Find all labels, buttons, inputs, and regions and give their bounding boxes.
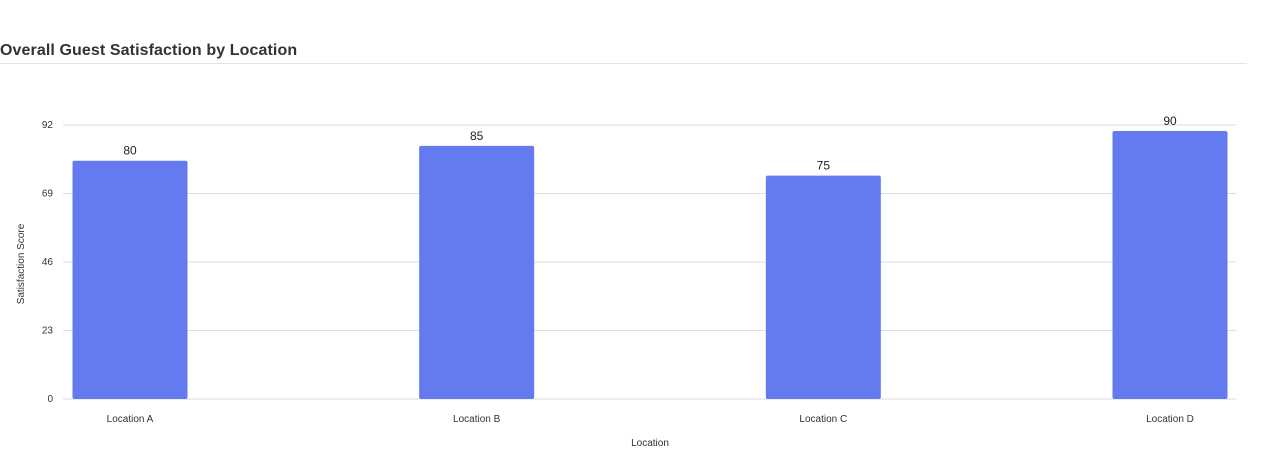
bar[interactable] bbox=[765, 175, 881, 399]
y-tick-label: 23 bbox=[42, 326, 54, 337]
bar[interactable] bbox=[72, 160, 188, 399]
bar-value-label: 75 bbox=[817, 159, 831, 173]
title-divider bbox=[0, 63, 1247, 64]
bars bbox=[72, 130, 1228, 399]
bar-value-label: 80 bbox=[123, 144, 137, 158]
bar[interactable] bbox=[419, 145, 535, 399]
x-tick-label: Location C bbox=[799, 414, 847, 425]
y-tick-label: 46 bbox=[42, 257, 54, 268]
y-tick-label: 0 bbox=[47, 394, 53, 405]
bar-value-label: 90 bbox=[1163, 114, 1177, 128]
gridlines bbox=[63, 124, 1236, 400]
bar-value-label: 85 bbox=[470, 129, 484, 143]
y-axis-title: Satisfaction Score bbox=[16, 223, 27, 304]
labels: 0 23 46 69 92 80 Location A 85 Location B 75 Locat… bbox=[42, 114, 1194, 425]
y-tick-label: 69 bbox=[42, 189, 54, 200]
x-tick-label: Location B bbox=[453, 414, 501, 425]
chart-title: Overall Guest Satisfaction by Location bbox=[0, 42, 298, 59]
x-tick-label: Location D bbox=[1146, 414, 1194, 425]
x-axis-title: Location bbox=[631, 438, 669, 449]
y-tick-label: 92 bbox=[42, 120, 54, 131]
bar[interactable] bbox=[1112, 130, 1228, 399]
x-tick-label: Location A bbox=[107, 414, 154, 425]
